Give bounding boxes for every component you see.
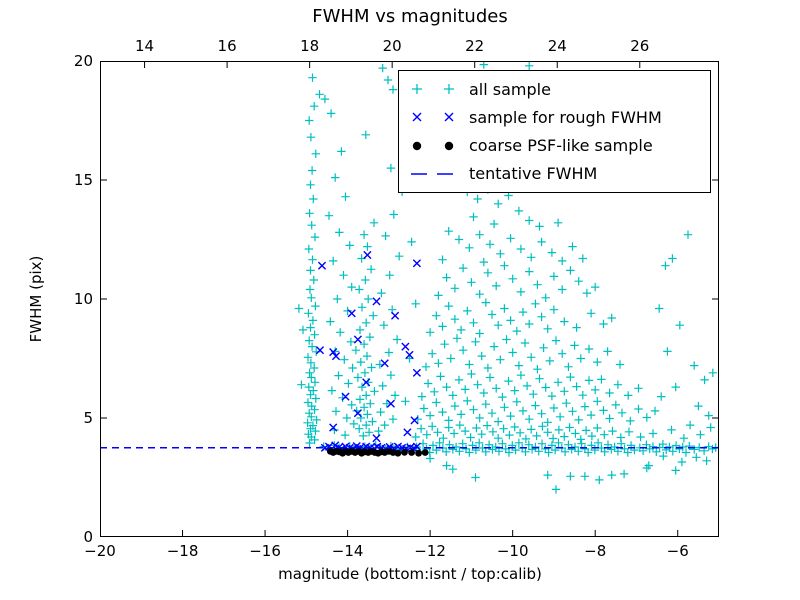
- x-tick-label: −6: [666, 542, 689, 560]
- top-tick-label: 24: [547, 37, 567, 55]
- top-tick-label: 16: [217, 37, 237, 55]
- legend: all sample sample for rough FWHM coarse …: [398, 70, 711, 193]
- y-tick-label: 20: [73, 52, 93, 70]
- legend-item-all-sample: all sample: [407, 79, 702, 99]
- psf-dot: [394, 449, 402, 457]
- x-tick-label: −20: [84, 542, 116, 560]
- x-tick-label: −18: [166, 542, 199, 560]
- legend-item-rough-fwhm: sample for rough FWHM: [407, 107, 702, 127]
- dot-marker-icon: [412, 141, 454, 150]
- y-tick-label: 5: [83, 409, 93, 427]
- x-tick-label: −14: [331, 542, 364, 560]
- top-tick-label: 22: [465, 37, 485, 55]
- legend-label: all sample: [469, 79, 551, 99]
- top-tick-label: 14: [135, 37, 155, 55]
- x-tick-label: −16: [249, 542, 281, 560]
- series-plus: [294, 61, 719, 494]
- psf-dot: [408, 449, 415, 456]
- top-tick-label: 20: [382, 37, 402, 55]
- psf-dot: [401, 448, 408, 456]
- x-tick-label: −8: [584, 542, 607, 560]
- legend-label: sample for rough FWHM: [469, 107, 662, 127]
- plot-area: [100, 61, 719, 537]
- dashed-line-icon: [411, 173, 453, 175]
- psf-dot: [421, 449, 429, 456]
- psf-dot: [415, 449, 422, 457]
- y-axis-label: FWHM (pix): [27, 255, 45, 343]
- y-tick-label: 15: [73, 171, 93, 189]
- legend-label: tentative FWHM: [469, 164, 598, 184]
- legend-label: coarse PSF-like sample: [469, 136, 653, 156]
- legend-item-tentative-fwhm: tentative FWHM: [407, 164, 702, 184]
- x-tick-label: −10: [496, 542, 529, 560]
- y-tick-label: 0: [83, 528, 93, 546]
- x-axis-label: magnitude (bottom:isnt / top:calib): [278, 565, 542, 583]
- chart-title: FWHM vs magnitudes: [312, 6, 508, 27]
- x-tick-label: −12: [414, 542, 446, 560]
- y-tick-label: 10: [73, 290, 93, 308]
- plus-marker-icon: [412, 84, 454, 95]
- legend-item-psf-sample: coarse PSF-like sample: [407, 136, 702, 156]
- top-tick-label: 26: [630, 37, 650, 55]
- cross-marker-icon: [412, 112, 454, 122]
- top-tick-label: 18: [300, 37, 320, 55]
